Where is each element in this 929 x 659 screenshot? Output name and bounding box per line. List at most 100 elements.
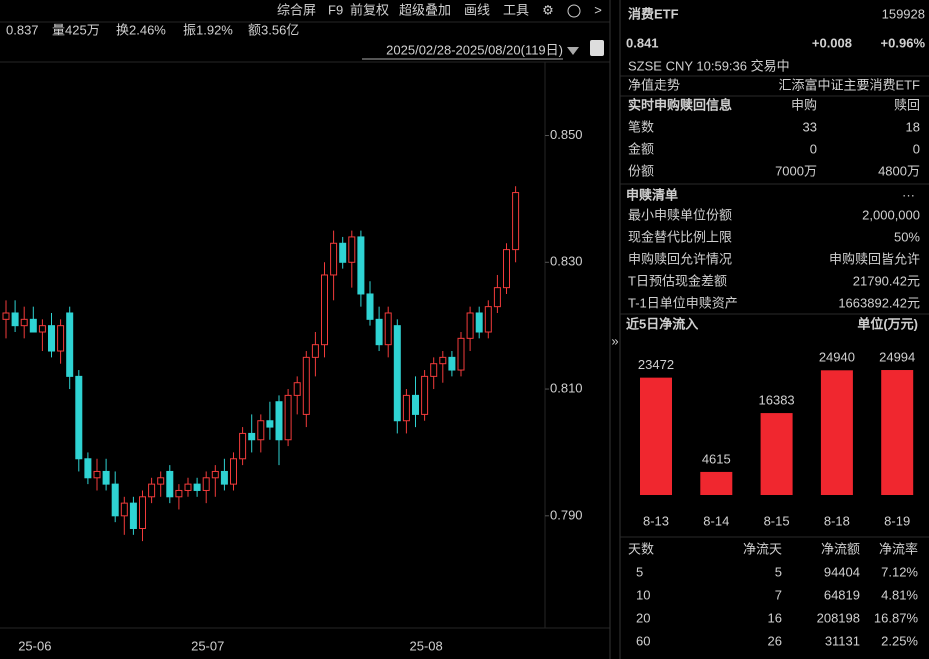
candle-body bbox=[339, 242, 347, 263]
etf-code: 159928 bbox=[882, 6, 925, 21]
value-label: 24994 bbox=[879, 349, 915, 364]
candle-body bbox=[466, 312, 474, 339]
cell: 18 bbox=[906, 119, 920, 134]
toolbar-button[interactable]: 前复权 bbox=[350, 2, 389, 17]
candle-body bbox=[311, 344, 319, 358]
column-header: 净流天 bbox=[743, 541, 782, 556]
help-icon[interactable] bbox=[567, 4, 581, 18]
candle-body bbox=[220, 470, 228, 485]
candle-body bbox=[84, 458, 92, 479]
cell: 26 bbox=[768, 633, 782, 648]
bar bbox=[820, 370, 853, 495]
next-icon[interactable]: > bbox=[594, 2, 602, 17]
candle-body bbox=[302, 356, 310, 415]
candle-body bbox=[257, 420, 265, 441]
section-title: 申赎清单 bbox=[626, 187, 678, 202]
stat: 0.837 bbox=[6, 22, 39, 37]
row-label: 申购赎回允许情况 bbox=[628, 251, 732, 266]
candle-body bbox=[248, 432, 256, 441]
cell: 208198 bbox=[817, 610, 860, 625]
candle-body bbox=[402, 394, 410, 422]
x-tick-label: 25-06 bbox=[18, 638, 51, 653]
toolbar-button[interactable]: F9 bbox=[328, 2, 343, 17]
column-header: 净流额 bbox=[821, 541, 860, 556]
row-label: 金额 bbox=[628, 141, 654, 156]
candle-body bbox=[275, 401, 283, 441]
stat: 振1.92% bbox=[183, 22, 233, 37]
cell: 21790.42元 bbox=[853, 273, 920, 288]
price: 0.841 bbox=[626, 35, 659, 50]
settings-icon[interactable]: ⚙ bbox=[542, 2, 554, 17]
x-tick-label: 8-13 bbox=[643, 513, 669, 528]
stat: 额3.56亿 bbox=[248, 22, 299, 37]
y-tick-label: 0.850 bbox=[550, 127, 583, 142]
toolbar-button[interactable]: 画线 bbox=[464, 2, 490, 17]
cell: 94404 bbox=[824, 564, 860, 579]
candle-body bbox=[102, 470, 110, 485]
y-tick-label: 0.830 bbox=[550, 254, 583, 269]
cell: 0 bbox=[913, 141, 920, 156]
candle-body bbox=[20, 318, 28, 327]
change: +0.008 bbox=[812, 35, 852, 50]
candle-body bbox=[157, 477, 165, 485]
candle-body bbox=[366, 293, 374, 320]
candle-body bbox=[348, 236, 356, 263]
collapse-icon[interactable]: » bbox=[611, 333, 618, 348]
cell: 申购赎回皆允许 bbox=[829, 251, 920, 266]
candle-body bbox=[448, 356, 456, 371]
x-tick-label: 25-08 bbox=[410, 638, 443, 653]
candle-body bbox=[2, 312, 10, 320]
quote-panel bbox=[620, 75, 929, 538]
cell: 7.12% bbox=[881, 564, 918, 579]
candle-body bbox=[421, 375, 429, 415]
cell: 7 bbox=[775, 587, 782, 602]
candle-body bbox=[284, 394, 292, 441]
candle-body bbox=[75, 375, 83, 460]
candle-body bbox=[166, 470, 174, 498]
candle-body bbox=[503, 249, 510, 289]
cell: 7000万 bbox=[775, 163, 817, 178]
x-tick-label: 8-18 bbox=[824, 513, 850, 528]
candle-body bbox=[512, 192, 520, 251]
bar bbox=[881, 370, 914, 495]
dropdown-icon[interactable] bbox=[567, 47, 579, 55]
cell: 20 bbox=[636, 610, 650, 625]
candle-body bbox=[202, 477, 210, 491]
candle-body bbox=[29, 318, 37, 333]
toolbar-button[interactable]: 综合屏 bbox=[277, 2, 316, 17]
row-label: T-1日单位申赎资产 bbox=[628, 295, 738, 310]
cell: 2,000,000 bbox=[862, 207, 920, 222]
candle-body bbox=[293, 382, 301, 396]
x-tick-label: 8-19 bbox=[884, 513, 910, 528]
candle-body bbox=[193, 483, 201, 491]
fund-name: 汇添富中证主要消费ETF bbox=[778, 77, 920, 92]
value-label: 24940 bbox=[819, 350, 855, 365]
x-tick-label: 8-15 bbox=[764, 513, 790, 528]
column-header: 天数 bbox=[628, 541, 654, 556]
lock-icon[interactable] bbox=[590, 40, 604, 56]
x-tick-label: 25-07 bbox=[191, 638, 224, 653]
candle-body bbox=[475, 312, 483, 333]
candle-body bbox=[57, 325, 65, 352]
cell: 50% bbox=[894, 229, 920, 244]
candle-body bbox=[321, 274, 328, 346]
value-label: 16383 bbox=[759, 393, 795, 408]
candle-body bbox=[139, 496, 146, 529]
row-label: T日预估现金差额 bbox=[628, 273, 727, 288]
candle-body bbox=[48, 325, 55, 352]
cell: 16 bbox=[768, 610, 782, 625]
candle-body bbox=[439, 356, 447, 365]
toolbar-button[interactable]: 超级叠加 bbox=[399, 2, 451, 17]
candle-body bbox=[457, 337, 465, 371]
candle-body bbox=[357, 236, 365, 295]
toolbar-button[interactable]: 工具 bbox=[503, 2, 529, 17]
cell: 4.81% bbox=[881, 587, 918, 602]
cell: 10 bbox=[636, 587, 650, 602]
candle-body bbox=[66, 312, 74, 377]
more[interactable]: ··· bbox=[902, 187, 915, 202]
candle-body bbox=[493, 287, 501, 308]
value-label: 23472 bbox=[638, 357, 674, 372]
nav-label: 净值走势 bbox=[628, 77, 680, 92]
